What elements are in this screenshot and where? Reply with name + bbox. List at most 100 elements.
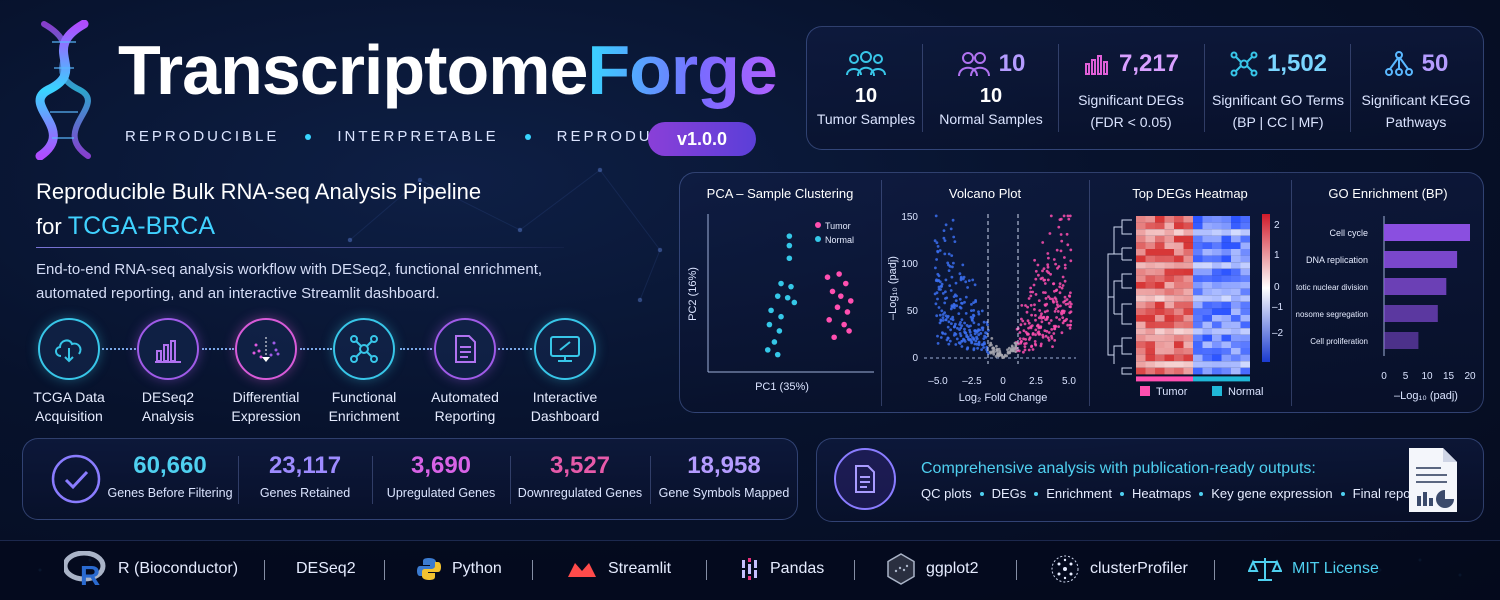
volcano-point — [953, 306, 956, 310]
volcano-point — [1069, 248, 1073, 252]
subtitle-line1: Reproducible Bulk RNA-seq Analysis Pipel… — [36, 179, 482, 204]
volcano-point — [977, 333, 981, 337]
volcano-point — [1041, 335, 1045, 339]
tech-item-r: R R (Bioconductor) — [64, 551, 238, 587]
volcano-point — [970, 309, 973, 312]
heatmap-cell — [1145, 308, 1155, 315]
heatmap-cell — [1221, 235, 1231, 243]
volcano-point — [970, 318, 974, 321]
check-circle-icon — [51, 454, 101, 504]
heatmap-group-bar — [1174, 376, 1184, 382]
heatmap-scale: –2 — [1272, 328, 1284, 339]
volcano-point — [1044, 297, 1048, 300]
divider — [1291, 180, 1292, 406]
volcano-point — [1041, 316, 1045, 319]
pca-point-normal — [764, 347, 771, 353]
svg-text:R: R — [80, 560, 100, 587]
heatmap-cell — [1202, 229, 1212, 236]
heatmap-group-bar — [1202, 376, 1212, 382]
bar-chart-icon — [1084, 55, 1108, 75]
outputs-headline: Comprehensive analysis with publication-… — [921, 460, 1316, 477]
heatmap-cell — [1193, 328, 1203, 335]
volcano-point — [995, 348, 999, 352]
heatmap-cell — [1174, 255, 1184, 263]
heatmap-cell — [1221, 315, 1231, 322]
heatmap-cell — [1145, 361, 1155, 368]
volcano-point — [950, 275, 954, 279]
volcano-point — [939, 336, 943, 339]
r-logo-icon: R — [64, 551, 106, 587]
go-bar-label: Chromosome segregation — [1296, 310, 1368, 319]
volcano-point — [1061, 321, 1065, 325]
app-title: TranscriptomeForge — [118, 30, 778, 110]
heatmap-cell — [1212, 341, 1222, 348]
volcano-point — [977, 310, 980, 314]
heatmap-group-bar — [1221, 376, 1231, 382]
heatmap-cell — [1164, 242, 1174, 249]
legend-swatch-tumor — [1140, 386, 1150, 396]
volcano-point — [1063, 295, 1067, 299]
volcano-point — [1011, 349, 1015, 353]
go-bar — [1384, 305, 1438, 322]
volcano-point — [1002, 356, 1005, 359]
divider — [1058, 44, 1059, 132]
volcano-point — [963, 327, 966, 331]
heatmap-cell — [1221, 301, 1231, 309]
heatmap-cell — [1202, 255, 1212, 263]
heatmap-cell — [1136, 295, 1146, 302]
heatmap-cell — [1145, 288, 1155, 296]
stat-value-secondary: 10 — [979, 85, 1003, 107]
heatmap-cell — [1183, 229, 1193, 236]
volcano-point — [938, 313, 942, 317]
volcano-point — [1034, 277, 1038, 281]
volcano-point — [1066, 243, 1070, 247]
heatmap-cell — [1240, 361, 1250, 368]
volcano-point — [1008, 346, 1011, 350]
go-bar-label: Cell proliferation — [1310, 337, 1368, 346]
heatmap-cell — [1155, 262, 1165, 269]
volcano-point — [949, 328, 952, 332]
heatmap-legend-tumor: Tumor — [1156, 386, 1188, 398]
workflow-connector — [300, 348, 332, 350]
streamlit-logo-icon — [568, 563, 596, 577]
output-item: QC plots — [921, 486, 972, 501]
heatmap-cell — [1155, 222, 1165, 230]
volcano-point — [1044, 291, 1047, 294]
heatmap-cell — [1212, 361, 1222, 368]
volcano-point — [946, 314, 950, 318]
heatmap-cell — [1193, 354, 1203, 362]
heatmap-cell — [1240, 308, 1250, 315]
heatmap-cell — [1164, 315, 1174, 322]
volcano-point — [1051, 299, 1055, 303]
volcano-point — [956, 326, 959, 330]
heatmap-cell — [1240, 255, 1250, 263]
heatmap-cell — [1174, 295, 1184, 302]
volcano-point — [959, 275, 963, 279]
volcano-point — [976, 346, 979, 350]
volcano-point — [1023, 345, 1027, 348]
heatmap-cell — [1164, 328, 1174, 335]
bottom-stat-value: 3,690 — [410, 452, 472, 479]
heatmap-cell — [1183, 242, 1193, 249]
heatmap-cell — [1164, 301, 1174, 309]
step-label: Expression — [231, 408, 301, 424]
workflow-step-enrichment: Functional Enrichment — [314, 318, 414, 426]
heatmap-cell — [1183, 354, 1193, 362]
heatmap-cell — [1145, 249, 1155, 256]
heatmap-cell — [1231, 315, 1241, 322]
heatmap-cell — [1193, 315, 1203, 322]
heatmap-cell — [1231, 229, 1241, 236]
pca-title: PCA – Sample Clustering — [706, 186, 854, 201]
heatmap-cell — [1164, 321, 1174, 329]
heatmap-cell — [1155, 216, 1165, 223]
heatmap-cell — [1212, 255, 1222, 263]
volcano-point — [936, 297, 939, 301]
heatmap-cell — [1145, 235, 1155, 243]
heatmap-group-bar — [1212, 376, 1222, 382]
pca-plot: Tumor Normal PC1 (35%) PC2 (16%) — [687, 214, 874, 393]
volcano-xtick: 2.5 — [1029, 376, 1043, 387]
heatmap-cell — [1136, 361, 1146, 368]
volcano-point — [946, 325, 950, 329]
volcano-point — [1043, 310, 1047, 314]
heatmap-cell — [1183, 348, 1193, 355]
